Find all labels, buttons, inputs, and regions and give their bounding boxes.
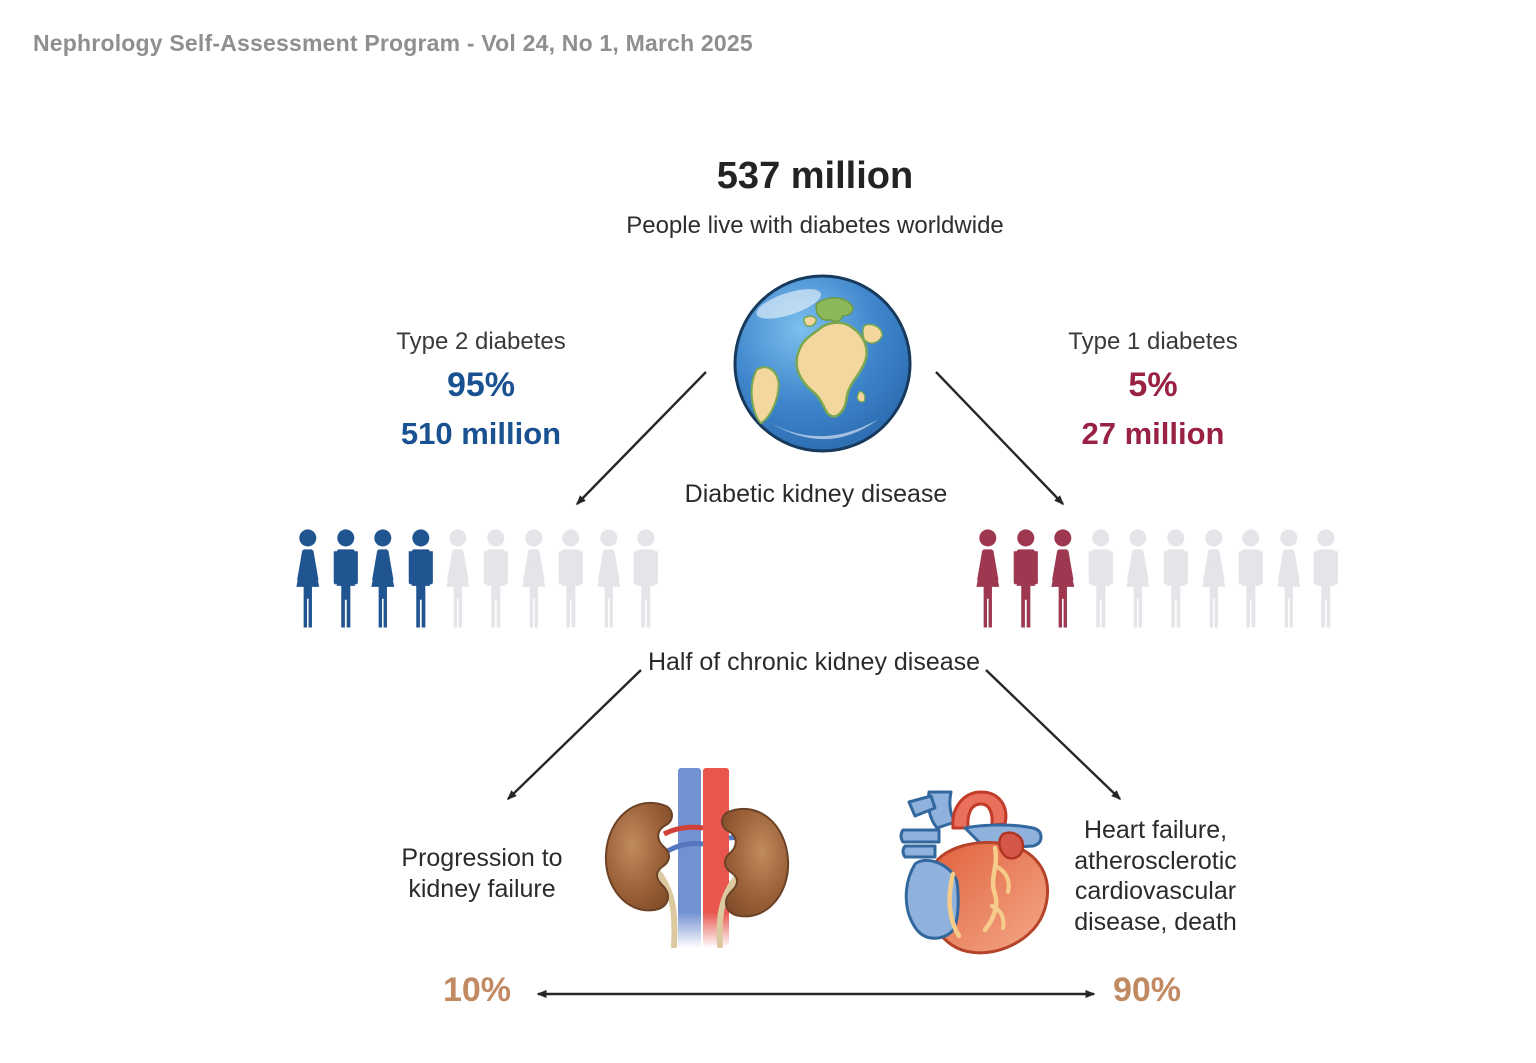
left-renal-artery bbox=[662, 824, 704, 837]
person-woman-icon bbox=[1051, 529, 1075, 628]
type2-label: Type 2 diabetes bbox=[396, 328, 566, 355]
earth-globe-icon bbox=[733, 274, 912, 453]
type2-stat-block: Type 2 diabetes 95% 510 million bbox=[346, 328, 616, 452]
person-woman-icon bbox=[1201, 529, 1225, 628]
africa-landmass bbox=[795, 321, 868, 418]
type1-count: 27 million bbox=[1081, 416, 1225, 451]
kidneys-icon bbox=[604, 768, 790, 948]
half-ckd-label: Half of chronic kidney disease bbox=[647, 648, 981, 676]
person-woman-icon bbox=[1126, 529, 1150, 628]
type1-people-row bbox=[969, 527, 1345, 631]
person-woman-icon bbox=[446, 529, 470, 628]
person-man-icon bbox=[1238, 529, 1264, 628]
iberia-landmass bbox=[803, 315, 818, 327]
diabetic-kidney-disease-label: Diabetic kidney disease bbox=[684, 480, 948, 508]
type1-label: Type 1 diabetes bbox=[1068, 328, 1238, 355]
coronary-artery-main bbox=[982, 845, 999, 933]
left-pulmonary-vein-2 bbox=[901, 844, 937, 859]
person-woman-icon bbox=[597, 529, 620, 628]
person-man-icon bbox=[408, 529, 433, 628]
type2-percent: 95% bbox=[446, 366, 516, 404]
type1-percent: 5% bbox=[1128, 366, 1178, 404]
person-woman-icon bbox=[976, 529, 1000, 628]
left-pulmonary-vein-1 bbox=[899, 828, 941, 844]
type1-stat-block: Type 1 diabetes 5% 27 million bbox=[1018, 328, 1288, 452]
heart-icon bbox=[899, 790, 1049, 955]
south-america-landmass bbox=[750, 366, 780, 425]
kidney-outcome-percent: 10% bbox=[442, 971, 512, 1009]
right-kidney bbox=[721, 807, 790, 918]
person-woman-icon bbox=[296, 529, 320, 628]
left-kidney bbox=[604, 801, 673, 912]
europe-landmass bbox=[815, 297, 854, 323]
total-diabetes-subheadline: People live with diabetes worldwide bbox=[626, 212, 1004, 239]
vena-cava-vessel bbox=[678, 768, 701, 948]
type2-count: 510 million bbox=[400, 416, 562, 451]
coronary-artery-branch-2 bbox=[990, 904, 1006, 930]
person-man-icon bbox=[1088, 529, 1113, 628]
person-man-icon bbox=[634, 529, 659, 628]
av-groove-fat bbox=[947, 871, 962, 939]
right-atrium bbox=[904, 858, 960, 940]
person-woman-icon bbox=[1277, 529, 1300, 628]
aorta-arch bbox=[951, 790, 1008, 830]
coronary-artery-branch-1 bbox=[993, 864, 1011, 894]
total-diabetes-headline: 537 million bbox=[716, 155, 914, 197]
right-ureter bbox=[716, 875, 739, 948]
type2-people-row bbox=[289, 527, 665, 631]
person-man-icon bbox=[333, 529, 358, 628]
person-woman-icon bbox=[371, 529, 395, 628]
cardiovascular-outcome-label: Heart failure, atherosclerotic cardiovas… bbox=[1074, 816, 1237, 936]
person-man-icon bbox=[1013, 529, 1038, 628]
left-ureter bbox=[655, 869, 678, 948]
kidney-failure-outcome-label: Progression to kidney failure bbox=[401, 844, 563, 903]
page-title: Nephrology Self-Assessment Program - Vol… bbox=[33, 30, 753, 56]
left-renal-vein bbox=[664, 841, 704, 855]
arabia-landmass bbox=[862, 323, 883, 344]
heart-outcome-percent: 90% bbox=[1112, 971, 1182, 1009]
person-woman-icon bbox=[521, 529, 545, 628]
svc-branch bbox=[907, 794, 937, 818]
person-man-icon bbox=[558, 529, 584, 628]
person-man-icon bbox=[1314, 529, 1339, 628]
person-man-icon bbox=[1163, 529, 1188, 628]
madagascar-landmass bbox=[856, 390, 866, 403]
person-man-icon bbox=[483, 529, 508, 628]
left-atrial-appendage bbox=[998, 831, 1025, 860]
